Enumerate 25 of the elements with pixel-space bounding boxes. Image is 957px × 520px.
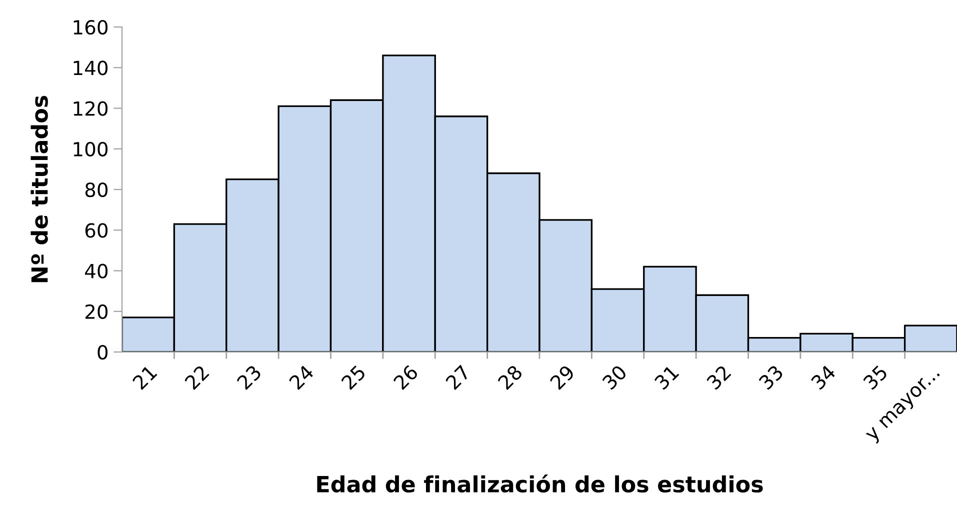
y-tick-label: 100 [74, 142, 108, 157]
x-tick-label: 21 [132, 364, 158, 390]
x-tick-label: 27 [444, 364, 470, 390]
y-axis-title: Nº de titulados [30, 96, 48, 282]
y-tick-label: 40 [85, 264, 108, 278]
x-tick-label: 22 [184, 364, 210, 390]
y-tick-label: 160 [74, 20, 108, 35]
x-tick-label: 24 [288, 364, 314, 390]
x-tick-label: 31 [654, 364, 680, 390]
x-tick-label: 28 [497, 364, 524, 390]
x-tick-label: 29 [549, 364, 576, 390]
x-tick-label: 32 [706, 364, 732, 390]
x-axis-title: Edad de finalización de los estudios [317, 474, 763, 493]
y-tick-label: 120 [74, 101, 108, 116]
x-tick-label: 23 [236, 364, 262, 390]
x-tick-label: 33 [758, 364, 784, 390]
x-tick-label: 25 [340, 364, 366, 390]
y-tick-label: 0 [98, 344, 108, 360]
y-tick-label: 140 [74, 60, 108, 76]
y-tick-label: 80 [85, 182, 108, 198]
y-tick-label: 60 [85, 223, 108, 238]
y-tick-label: 20 [85, 304, 108, 320]
x-tick-label: 34 [810, 364, 836, 390]
x-tick-label: 30 [602, 364, 628, 390]
x-tick-label: 26 [392, 364, 419, 390]
